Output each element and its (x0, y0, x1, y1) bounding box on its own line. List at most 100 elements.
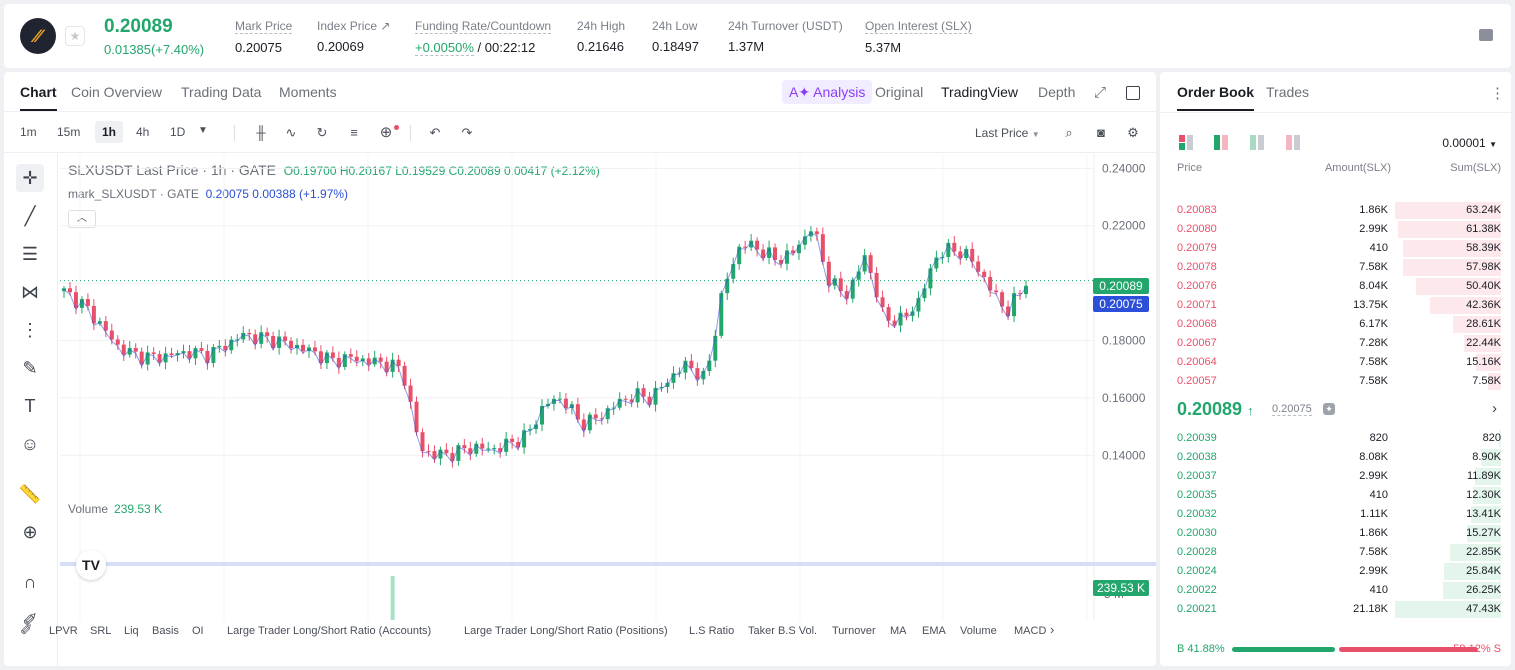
tradingview-logo[interactable]: TV (76, 550, 106, 580)
book-bids-icon[interactable] (1214, 135, 1230, 151)
indicator-volume[interactable]: Volume (960, 625, 997, 637)
indicator-oi[interactable]: OI (192, 625, 204, 637)
zoom-in-icon[interactable]: ⊕ (22, 521, 38, 542)
bids-row[interactable]: 0.20028 7.58K 22.85K (1160, 543, 1511, 562)
indicator-turnover[interactable]: Turnover (832, 625, 876, 637)
horizontal-lines-icon[interactable]: ☰ (21, 243, 39, 264)
analysis-button[interactable]: A✦ Analysis (782, 80, 873, 104)
asks-row[interactable]: 0.20071 13.75K 42.36K (1160, 296, 1511, 315)
asks-row[interactable]: 0.20068 6.17K 28.61K (1160, 315, 1511, 334)
fib-icon[interactable]: ⋮ (21, 319, 39, 340)
eraser-icon[interactable]: ✐ (22, 609, 38, 630)
bids-row[interactable]: 0.20037 2.99K 11.89K (1160, 467, 1511, 486)
price-source-select[interactable]: Last Price ▼ (975, 126, 1040, 140)
bids-row[interactable]: 0.20039 820 820 (1160, 429, 1511, 448)
indicator-large-trader-long-short-ratio-accounts-[interactable]: Large Trader Long/Short Ratio (Accounts) (227, 625, 432, 637)
text-tool-icon[interactable]: T (24, 395, 36, 416)
indicator-basis[interactable]: Basis (152, 625, 179, 637)
asks-row[interactable]: 0.20064 7.58K 15.16K (1160, 353, 1511, 372)
asks-row[interactable]: 0.20076 8.04K 50.40K (1160, 277, 1511, 296)
redo-icon[interactable]: ↷ (461, 125, 473, 140)
expand-icon[interactable]: ⤢ (1094, 84, 1107, 101)
camera-icon[interactable]: ◙ (1097, 125, 1105, 140)
book-both-icon[interactable] (1179, 135, 1195, 151)
indicators-icon[interactable]: ∿ (285, 125, 297, 140)
book-asks-only-icon[interactable] (1250, 135, 1266, 151)
bids-row[interactable]: 0.20030 1.86K 15.27K (1160, 524, 1511, 543)
book-bids-only-icon[interactable] (1286, 135, 1302, 151)
timeframe-15m[interactable]: 15m (57, 125, 81, 139)
more-options-icon[interactable]: ⋮ (1490, 85, 1505, 102)
buy-ratio: B 41.88% (1177, 643, 1225, 655)
chart-tabs: Chart Coin Overview Trading Data Moments… (4, 72, 1156, 112)
stat-index-price[interactable]: Index Price ↗ 0.20069 (317, 19, 390, 54)
asks-row[interactable]: 0.20083 1.86K 63.24K (1160, 201, 1511, 220)
timeframe-dropdown-icon[interactable]: ▼ (198, 125, 208, 136)
indicator-scroll-right-icon[interactable]: › (1050, 622, 1055, 637)
indicator-edit-icon[interactable]: ✐ (20, 622, 33, 639)
candle-type-icon[interactable]: ╫ (256, 125, 266, 140)
replay-icon[interactable]: ↻ (316, 125, 328, 140)
timeframe-1d[interactable]: 1D (170, 125, 186, 139)
timeframe-1m[interactable]: 1m (20, 125, 37, 139)
indicator-macd[interactable]: MACD (1014, 625, 1047, 637)
tab-coin-overview[interactable]: Coin Overview (71, 84, 163, 100)
indicator-liq[interactable]: Liq (124, 625, 139, 637)
candle-body (62, 288, 66, 292)
indicator-large-trader-long-short-ratio-positions-[interactable]: Large Trader Long/Short Ratio (Positions… (464, 625, 668, 637)
depth-bar (1395, 601, 1501, 618)
emoji-icon[interactable]: ☺ (20, 433, 40, 454)
notes-icon[interactable] (1479, 29, 1493, 41)
ruler-icon[interactable]: 📏 (18, 483, 42, 504)
indicator-l-s-ratio[interactable]: L.S Ratio (689, 625, 735, 637)
indicator-ma[interactable]: MA (890, 625, 907, 637)
settings-gear-icon[interactable]: ⚙ (1127, 125, 1139, 140)
bids-row[interactable]: 0.20032 1.11K 13.41K (1160, 505, 1511, 524)
tab-trades[interactable]: Trades (1266, 84, 1310, 100)
asks-row[interactable]: 0.20057 7.58K 7.58K (1160, 372, 1511, 391)
indicator-lpvr[interactable]: LPVR (49, 625, 78, 637)
view-tradingview[interactable]: TradingView (941, 84, 1019, 100)
tab-trading-data[interactable]: Trading Data (181, 84, 262, 100)
legend-collapse-button[interactable]: ︿ (68, 210, 96, 228)
asks-row[interactable]: 0.20080 2.99K 61.38K (1160, 220, 1511, 239)
depth-bar (1473, 487, 1501, 504)
crosshair-icon[interactable]: ✛ (16, 164, 44, 192)
add-alert-icon[interactable]: ⊕ (379, 124, 393, 141)
bids-row[interactable]: 0.20024 2.99K 25.84K (1160, 562, 1511, 581)
indicator-ema[interactable]: EMA (922, 625, 946, 637)
candle-body (67, 288, 72, 293)
timeframe-4h[interactable]: 4h (136, 125, 150, 139)
bids-row[interactable]: 0.20038 8.08K 8.90K (1160, 448, 1511, 467)
trendline-icon[interactable]: ╱ (24, 205, 36, 226)
tab-order-book[interactable]: Order Book (1177, 84, 1255, 111)
ticker-header: ⁄⁄ ★ 0.20089 0.01385(+7.40%) Mark Price … (4, 4, 1511, 68)
favorite-star-icon[interactable]: ★ (65, 26, 85, 46)
chevron-right-icon[interactable]: › (1492, 400, 1497, 417)
pattern-icon[interactable]: ⋈ (21, 281, 39, 302)
undo-icon[interactable]: ↶ (429, 125, 441, 140)
asks-row[interactable]: 0.20078 7.58K 57.98K (1160, 258, 1511, 277)
tab-chart[interactable]: Chart (20, 84, 57, 111)
header-sum: Sum(SLX) (1450, 162, 1501, 174)
view-original[interactable]: Original (875, 84, 924, 100)
bids-row[interactable]: 0.20021 21.18K 47.43K (1160, 600, 1511, 619)
indicator-taker-b-s-vol-[interactable]: Taker B.S Vol. (748, 625, 818, 637)
mid-mark-price: 0.20075 (1272, 403, 1312, 416)
brush-icon[interactable]: ✎ (22, 357, 38, 378)
magnet-icon[interactable]: ∩ (23, 571, 37, 592)
asks-row[interactable]: 0.20079 410 58.39K (1160, 239, 1511, 258)
precision-select[interactable]: 0.00001 ▼ (1442, 136, 1497, 150)
window-icon[interactable] (1126, 86, 1140, 100)
bids-row[interactable]: 0.20022 410 26.25K (1160, 581, 1511, 600)
candle-body (324, 352, 329, 364)
indicator-srl[interactable]: SRL (90, 625, 112, 637)
search-icon[interactable]: ⌕ (1065, 125, 1073, 140)
timeframe-1h[interactable]: 1h (95, 121, 124, 143)
view-depth[interactable]: Depth (1038, 84, 1076, 100)
templates-icon[interactable]: ≡ (350, 125, 358, 140)
price-chart-canvas[interactable]: 0.240000.220000.200000.180000.160000.140… (60, 154, 1156, 620)
asks-row[interactable]: 0.20067 7.28K 22.44K (1160, 334, 1511, 353)
tab-moments[interactable]: Moments (279, 84, 337, 100)
bids-row[interactable]: 0.20035 410 12.30K (1160, 486, 1511, 505)
